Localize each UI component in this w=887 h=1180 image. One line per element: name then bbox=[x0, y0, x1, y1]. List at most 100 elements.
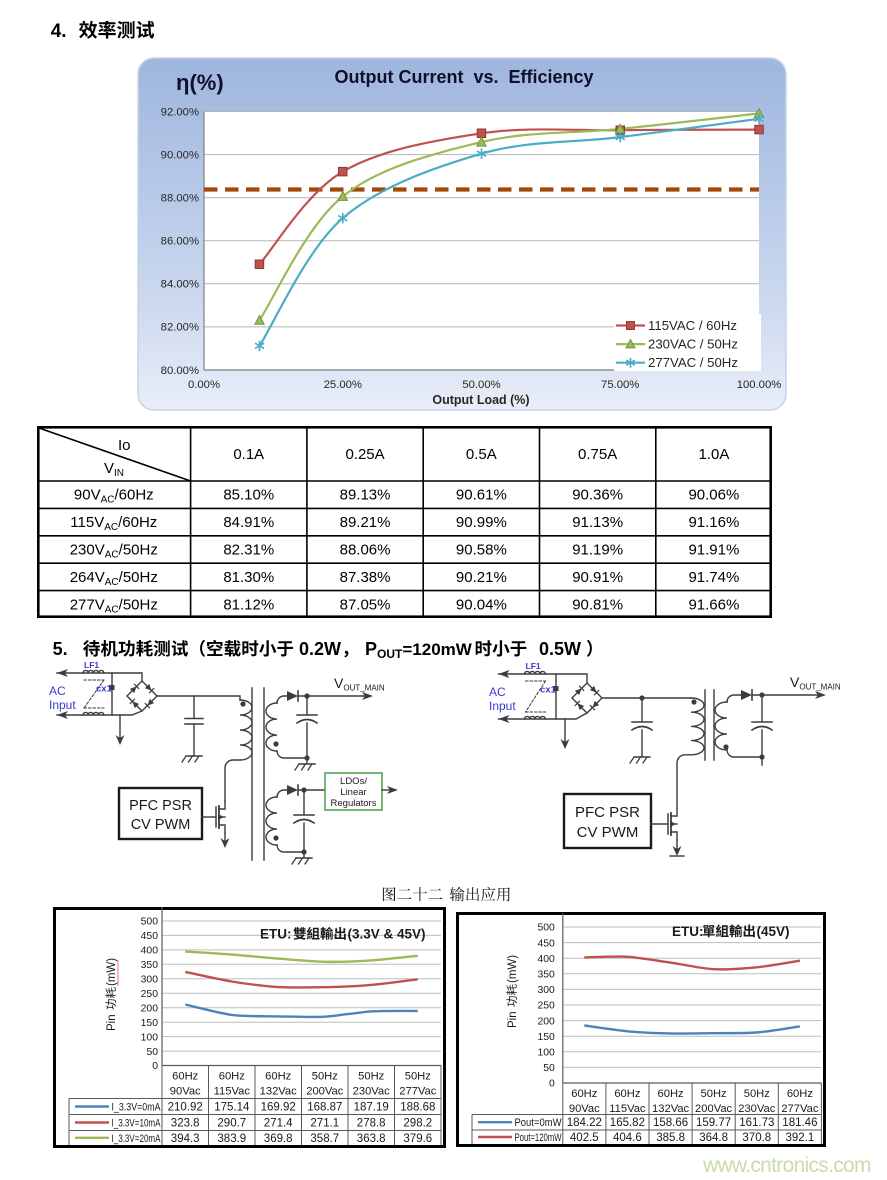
svg-text:86.00%: 86.00% bbox=[161, 236, 199, 248]
svg-text:0.2W: 0.2W bbox=[299, 639, 341, 659]
svg-text:350: 350 bbox=[537, 970, 555, 981]
svg-text:90.99%: 90.99% bbox=[456, 514, 507, 531]
svg-text:168.87: 168.87 bbox=[307, 1102, 342, 1114]
svg-text:84.91%: 84.91% bbox=[223, 514, 274, 531]
svg-text:60Hz: 60Hz bbox=[787, 1088, 814, 1100]
svg-text:82.31%: 82.31% bbox=[223, 542, 274, 559]
svg-text:188.68: 188.68 bbox=[400, 1102, 435, 1114]
svg-text:87.05%: 87.05% bbox=[340, 596, 391, 613]
svg-text:350: 350 bbox=[141, 960, 159, 971]
svg-text:(mW): (mW) bbox=[106, 958, 118, 986]
svg-text:100: 100 bbox=[537, 1048, 555, 1059]
svg-text:4.: 4. bbox=[51, 21, 67, 42]
svg-text:369.8: 369.8 bbox=[264, 1133, 293, 1145]
svg-text:250: 250 bbox=[537, 1001, 555, 1012]
svg-text:161.73: 161.73 bbox=[739, 1117, 774, 1129]
svg-text:298.2: 298.2 bbox=[403, 1118, 432, 1130]
svg-text:60Hz: 60Hz bbox=[219, 1071, 246, 1083]
svg-text:Linear: Linear bbox=[340, 787, 366, 798]
svg-text:90.00%: 90.00% bbox=[161, 149, 199, 161]
svg-text:60Hz: 60Hz bbox=[658, 1088, 685, 1100]
svg-text:358.7: 358.7 bbox=[310, 1133, 339, 1145]
svg-text:132Vac: 132Vac bbox=[652, 1103, 690, 1115]
svg-text:88.06%: 88.06% bbox=[340, 542, 391, 559]
svg-text:200Vac: 200Vac bbox=[695, 1103, 733, 1115]
svg-text:230Vac: 230Vac bbox=[738, 1103, 776, 1115]
svg-text:200Vac: 200Vac bbox=[306, 1086, 344, 1098]
svg-text:50: 50 bbox=[543, 1063, 555, 1074]
svg-text:277Vac: 277Vac bbox=[399, 1086, 437, 1098]
svg-text:230Vac: 230Vac bbox=[353, 1086, 391, 1098]
svg-text:158.66: 158.66 bbox=[653, 1117, 688, 1129]
svg-text:PFC PSR: PFC PSR bbox=[575, 804, 640, 821]
svg-text:ETU:: ETU: bbox=[672, 924, 704, 939]
svg-text:394.3: 394.3 bbox=[171, 1133, 200, 1145]
svg-text:210.92: 210.92 bbox=[168, 1102, 203, 1114]
svg-text:278.8: 278.8 bbox=[357, 1118, 386, 1130]
svg-text:159.77: 159.77 bbox=[696, 1117, 731, 1129]
svg-text:60Hz: 60Hz bbox=[614, 1088, 641, 1100]
svg-text:0.1A: 0.1A bbox=[233, 446, 264, 463]
svg-text:85.10%: 85.10% bbox=[223, 487, 274, 504]
svg-text:90.91%: 90.91% bbox=[572, 569, 623, 586]
svg-text:50: 50 bbox=[146, 1047, 158, 1058]
svg-text:230VAC/50Hz: 230VAC/50Hz bbox=[70, 542, 158, 561]
svg-text:169.92: 169.92 bbox=[261, 1102, 296, 1114]
svg-text:PFC PSR: PFC PSR bbox=[129, 798, 192, 814]
svg-text:115Vac: 115Vac bbox=[214, 1086, 251, 1098]
svg-text:AC: AC bbox=[489, 685, 506, 699]
svg-text:450: 450 bbox=[537, 938, 555, 949]
svg-text:cx1: cx1 bbox=[96, 684, 113, 695]
svg-text:(45V): (45V) bbox=[757, 924, 790, 939]
svg-text:Output Current vs. Efficienc: Output Current vs. Efficiency bbox=[334, 67, 593, 87]
svg-text:VOUT_MAIN: VOUT_MAIN bbox=[334, 675, 385, 693]
svg-text:I_3.3V=0mA: I_3.3V=0mA bbox=[112, 1102, 162, 1114]
svg-text:91.66%: 91.66% bbox=[688, 596, 739, 613]
svg-text:90.04%: 90.04% bbox=[456, 596, 507, 613]
svg-text:0: 0 bbox=[549, 1079, 555, 1090]
svg-text:Regulators: Regulators bbox=[331, 798, 377, 809]
svg-text:277VAC / 50Hz: 277VAC / 50Hz bbox=[648, 355, 738, 370]
svg-text:50Hz: 50Hz bbox=[358, 1071, 385, 1083]
svg-text:90.58%: 90.58% bbox=[456, 542, 507, 559]
svg-text:264VAC/50Hz: 264VAC/50Hz bbox=[70, 569, 158, 588]
svg-text:300: 300 bbox=[537, 985, 555, 996]
svg-text:1.0A: 1.0A bbox=[698, 446, 729, 463]
svg-text:132Vac: 132Vac bbox=[260, 1086, 298, 1098]
svg-text:LDOs/: LDOs/ bbox=[340, 776, 367, 787]
svg-text:181.46: 181.46 bbox=[782, 1117, 817, 1129]
svg-text:Io: Io bbox=[118, 437, 131, 454]
svg-text:175.14: 175.14 bbox=[214, 1102, 250, 1114]
svg-text:I_3.3V=10mA: I_3.3V=10mA bbox=[112, 1118, 162, 1130]
svg-text:200: 200 bbox=[141, 1003, 159, 1014]
svg-text:385.8: 385.8 bbox=[656, 1132, 685, 1144]
svg-text:0: 0 bbox=[152, 1061, 158, 1072]
svg-text:100: 100 bbox=[141, 1032, 159, 1043]
svg-text:184.22: 184.22 bbox=[567, 1117, 602, 1129]
svg-text:91.74%: 91.74% bbox=[688, 569, 739, 586]
svg-text:91.19%: 91.19% bbox=[572, 542, 623, 559]
svg-text:Pin: Pin bbox=[507, 1011, 519, 1028]
svg-text:81.12%: 81.12% bbox=[223, 596, 274, 613]
svg-text:277VAC/50Hz: 277VAC/50Hz bbox=[70, 596, 158, 615]
svg-text:150: 150 bbox=[537, 1032, 555, 1043]
svg-text:92.00%: 92.00% bbox=[161, 106, 199, 118]
svg-text:89.21%: 89.21% bbox=[340, 514, 391, 531]
svg-text:0.5A: 0.5A bbox=[466, 446, 497, 463]
svg-text:50Hz: 50Hz bbox=[744, 1088, 771, 1100]
svg-text:I_3.3V=20mA: I_3.3V=20mA bbox=[112, 1133, 162, 1145]
svg-text:50.00%: 50.00% bbox=[462, 379, 500, 391]
svg-text:60Hz: 60Hz bbox=[265, 1071, 292, 1083]
svg-text:200: 200 bbox=[537, 1016, 555, 1027]
svg-text:91.91%: 91.91% bbox=[688, 542, 739, 559]
svg-text:90.81%: 90.81% bbox=[572, 596, 623, 613]
svg-text:CV PWM: CV PWM bbox=[577, 824, 639, 841]
svg-text:500: 500 bbox=[537, 923, 555, 934]
svg-text:115VAC/60Hz: 115VAC/60Hz bbox=[70, 514, 157, 533]
svg-text:(3.3V & 45V): (3.3V & 45V) bbox=[348, 927, 426, 942]
svg-text:400: 400 bbox=[141, 946, 159, 957]
svg-text:450: 450 bbox=[141, 931, 159, 942]
svg-text:392.1: 392.1 bbox=[786, 1132, 815, 1144]
svg-text:115VAC / 60Hz: 115VAC / 60Hz bbox=[648, 318, 737, 333]
svg-text:0.00%: 0.00% bbox=[188, 379, 220, 391]
